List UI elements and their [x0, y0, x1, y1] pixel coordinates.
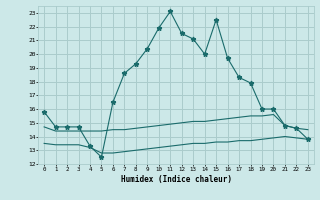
X-axis label: Humidex (Indice chaleur): Humidex (Indice chaleur): [121, 175, 231, 184]
